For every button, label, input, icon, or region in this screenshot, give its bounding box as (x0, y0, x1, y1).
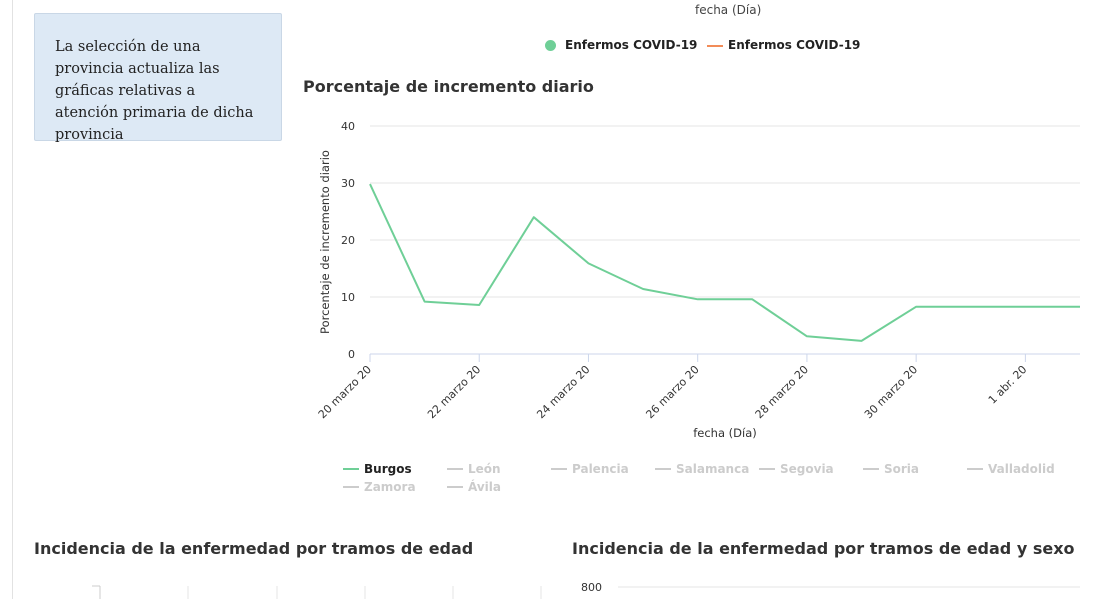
province-info-box: La selección de una provincia actualiza … (34, 13, 282, 143)
top-chart-x-axis-title: fecha (Día) (695, 3, 762, 17)
age-incidence-chart-title: Incidencia de la enfermedad por tramos d… (34, 539, 474, 558)
legend-label: Valladolid (988, 462, 1055, 476)
y-tick-label: 20 (341, 234, 355, 247)
legend-item-soria[interactable]: Soria (863, 462, 919, 476)
y-axis-title: Porcentaje de incremento diario (318, 150, 332, 334)
legend-item-segovia[interactable]: Segovia (759, 462, 834, 476)
legend-item-valladolid[interactable]: Valladolid (967, 462, 1055, 476)
legend-label: Segovia (780, 462, 834, 476)
y-tick-label: 40 (341, 120, 355, 133)
legend-label: León (468, 462, 501, 476)
y-tick-label: 30 (341, 177, 355, 190)
legend-dash-icon (707, 45, 723, 47)
legend-label: Burgos (364, 462, 412, 476)
legend-label: Soria (884, 462, 919, 476)
legend-label: Salamanca (676, 462, 749, 476)
top-legend-label: Enfermos COVID-19 (728, 38, 861, 52)
y-tick-label: 10 (341, 291, 355, 304)
x-axis-title: fecha (Día) (693, 426, 757, 440)
legend-item-salamanca[interactable]: Salamanca (655, 462, 749, 476)
legend-item-burgos[interactable]: Burgos (343, 462, 412, 476)
legend-label: Zamora (364, 480, 416, 494)
legend-item-zamora[interactable]: Zamora (343, 480, 416, 494)
top-legend-item-dash[interactable]: Enfermos COVID-19 (707, 38, 860, 52)
legend-label: Ávila (468, 479, 501, 494)
series-line-burgos (369, 183, 1080, 342)
legend-label: Palencia (572, 462, 629, 476)
left-divider (12, 0, 13, 599)
legend-dot-icon (545, 40, 556, 51)
legend-item-león[interactable]: León (447, 462, 501, 476)
age-sex-incidence-chart-title: Incidencia de la enfermedad por tramos d… (572, 539, 1075, 558)
top-legend-item-dot[interactable]: Enfermos COVID-19 (545, 38, 697, 52)
top-legend-label: Enfermos COVID-19 (565, 38, 698, 52)
daily-increase-chart-title: Porcentaje de incremento diario (303, 77, 594, 96)
legend-item-palencia[interactable]: Palencia (551, 462, 629, 476)
legend-item-ávila[interactable]: Ávila (447, 479, 501, 494)
y-tick-label: 0 (348, 348, 355, 361)
age-sex-y-tick-label: 800 (581, 581, 602, 594)
province-info-text: La selección de una provincia actualiza … (55, 39, 254, 143)
